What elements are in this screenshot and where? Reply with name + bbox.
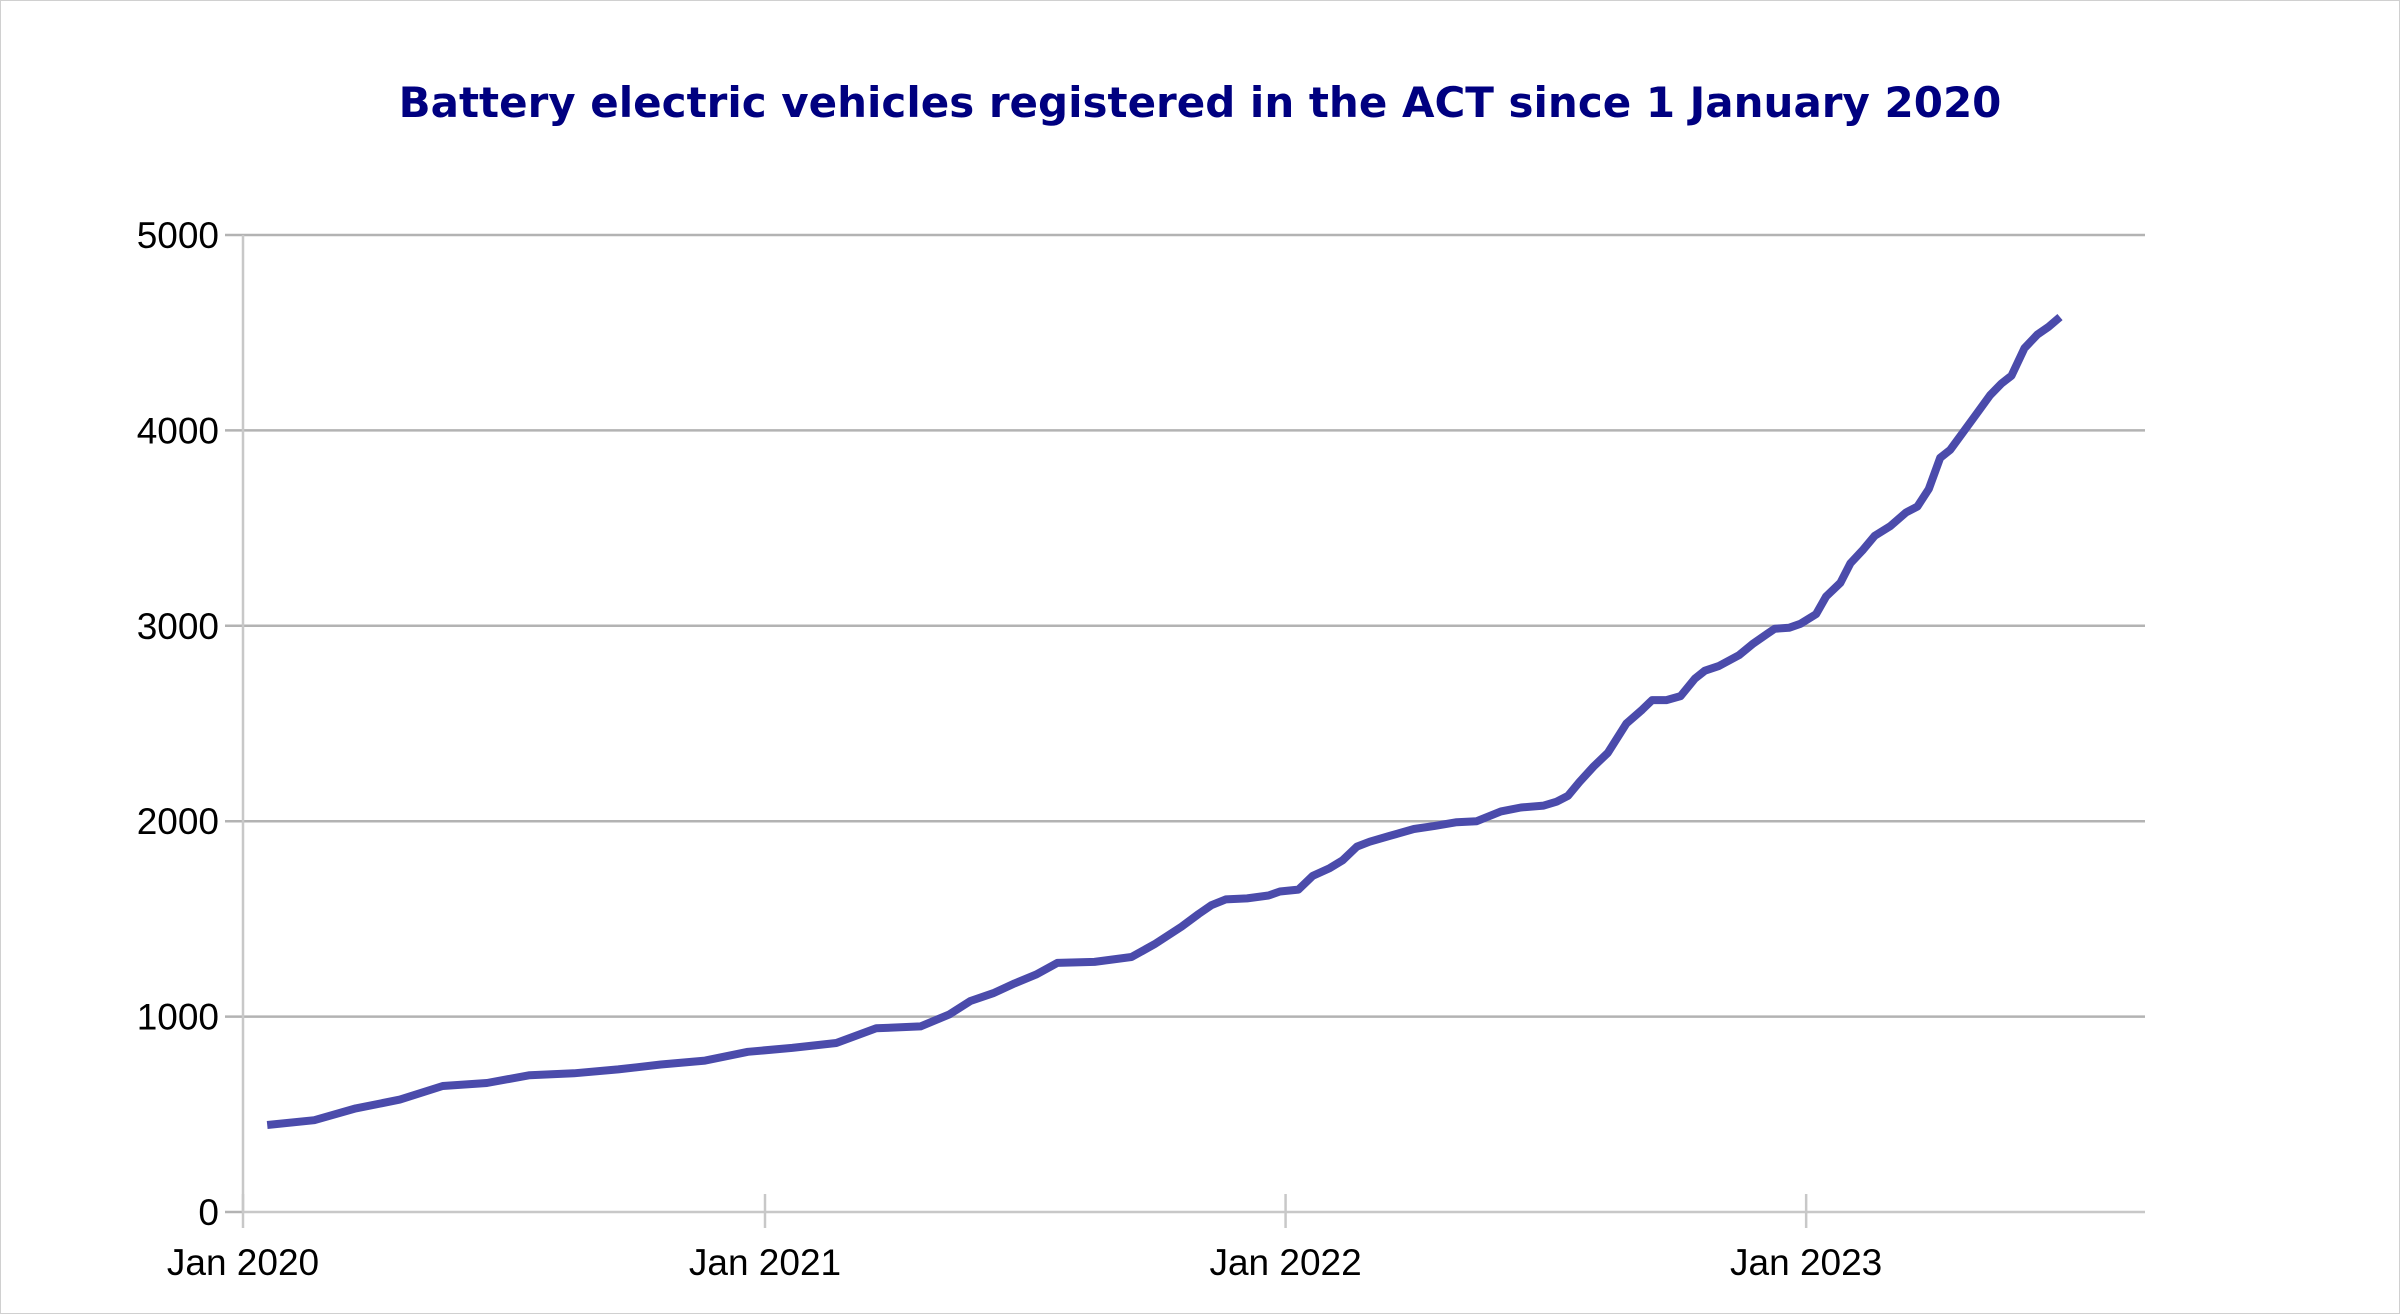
y-tick-label: 1000 bbox=[137, 997, 219, 1038]
series-line bbox=[266, 314, 2063, 1129]
x-tick-label: Jan 2023 bbox=[1730, 1242, 1882, 1283]
x-tick-label: Jan 2021 bbox=[689, 1242, 841, 1283]
y-tick-label: 3000 bbox=[137, 606, 219, 647]
y-tick-label: 2000 bbox=[137, 801, 219, 842]
x-tick-label: Jan 2020 bbox=[167, 1242, 319, 1283]
x-tick-label: Jan 2022 bbox=[1209, 1242, 1361, 1283]
y-tick-label: 0 bbox=[198, 1192, 219, 1233]
y-tick-label: 4000 bbox=[137, 410, 219, 451]
y-tick-label: 5000 bbox=[137, 215, 219, 256]
chart-title: Battery electric vehicles registered in … bbox=[398, 78, 2002, 127]
